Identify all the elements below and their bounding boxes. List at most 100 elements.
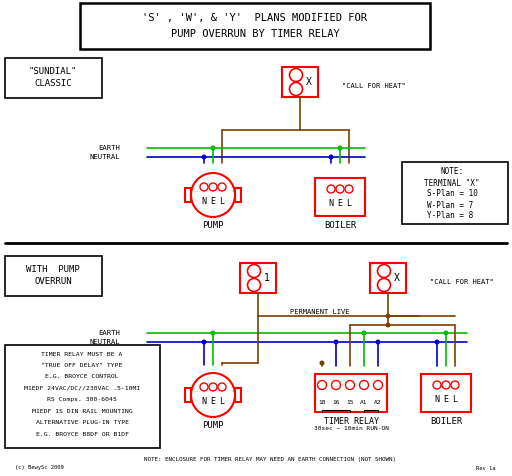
Circle shape [386, 314, 391, 318]
Text: L: L [220, 397, 224, 407]
Circle shape [333, 339, 338, 345]
Text: S-Plan = 10: S-Plan = 10 [426, 189, 477, 198]
Circle shape [345, 185, 353, 193]
Text: X: X [394, 273, 400, 283]
Circle shape [435, 339, 439, 345]
Circle shape [289, 82, 303, 96]
Text: 30sec ~ 10min RUN-ON: 30sec ~ 10min RUN-ON [313, 426, 389, 432]
Text: E.G. BROYCE CONTROL: E.G. BROYCE CONTROL [45, 375, 119, 379]
Circle shape [317, 380, 327, 389]
Text: N: N [435, 396, 439, 405]
Text: Rev 1a: Rev 1a [476, 466, 495, 470]
Text: X: X [306, 77, 312, 87]
Text: BOILER: BOILER [430, 416, 462, 426]
Text: NEUTRAL: NEUTRAL [90, 154, 120, 160]
Bar [235, 388, 241, 402]
Text: "CALL FOR HEAT": "CALL FOR HEAT" [430, 279, 494, 285]
Bar [235, 188, 241, 202]
Text: N: N [202, 397, 206, 407]
Text: NEUTRAL: NEUTRAL [90, 339, 120, 345]
Circle shape [191, 173, 235, 217]
Circle shape [289, 69, 303, 81]
Text: Y-Plan = 8: Y-Plan = 8 [426, 211, 477, 220]
Circle shape [327, 185, 335, 193]
Circle shape [336, 185, 344, 193]
Circle shape [337, 146, 343, 150]
Bar [185, 188, 191, 202]
Text: WITH  PUMP: WITH PUMP [26, 265, 80, 274]
Circle shape [361, 330, 367, 336]
Text: W-Plan = 7: W-Plan = 7 [426, 200, 477, 209]
Text: M1EDF 24VAC/DC//230VAC .5-10MI: M1EDF 24VAC/DC//230VAC .5-10MI [24, 386, 140, 391]
Text: A1: A1 [360, 399, 368, 405]
Circle shape [247, 265, 261, 278]
Text: PUMP: PUMP [202, 221, 224, 230]
Text: "CALL FOR HEAT": "CALL FOR HEAT" [342, 83, 406, 89]
Text: BOILER: BOILER [324, 220, 356, 229]
Text: TIMER RELAY MUST BE A: TIMER RELAY MUST BE A [41, 351, 123, 357]
Text: 'S' , 'W', & 'Y'  PLANS MODIFIED FOR: 'S' , 'W', & 'Y' PLANS MODIFIED FOR [142, 13, 368, 23]
Text: E: E [337, 199, 343, 208]
Text: M1EDF IS DIN RAIL MOUNTING: M1EDF IS DIN RAIL MOUNTING [32, 409, 133, 414]
Text: E: E [210, 397, 216, 407]
Text: EARTH: EARTH [98, 145, 120, 151]
Circle shape [200, 183, 208, 191]
Text: L: L [220, 198, 224, 207]
Bar [5, 58, 102, 98]
Circle shape [319, 360, 325, 366]
Circle shape [202, 339, 206, 345]
Circle shape [375, 339, 380, 345]
Circle shape [191, 373, 235, 417]
Text: NOTE: ENCLOSURE FOR TIMER RELAY MAY NEED AN EARTH CONNECTION (NOT SHOWN): NOTE: ENCLOSURE FOR TIMER RELAY MAY NEED… [144, 457, 396, 463]
Text: TIMER RELAY: TIMER RELAY [324, 416, 378, 426]
Text: E: E [210, 198, 216, 207]
Bar [402, 162, 508, 224]
Text: "SUNDIAL": "SUNDIAL" [29, 67, 77, 76]
Text: "TRUE OFF DELAY" TYPE: "TRUE OFF DELAY" TYPE [41, 363, 123, 368]
Bar [185, 388, 191, 402]
Text: 18: 18 [318, 399, 326, 405]
Text: RS Comps. 300-6045: RS Comps. 300-6045 [47, 397, 117, 403]
Text: CLASSIC: CLASSIC [34, 79, 72, 88]
Circle shape [377, 265, 391, 278]
Text: N: N [329, 199, 333, 208]
Text: ALTERNATIVE PLUG-IN TYPE: ALTERNATIVE PLUG-IN TYPE [35, 420, 129, 426]
Bar [282, 67, 318, 97]
Bar [370, 263, 406, 293]
Circle shape [373, 380, 382, 389]
Text: L: L [453, 396, 458, 405]
Bar [5, 256, 102, 296]
Circle shape [329, 155, 333, 159]
Bar [315, 374, 387, 412]
Circle shape [200, 383, 208, 391]
Circle shape [218, 383, 226, 391]
Text: E: E [443, 396, 449, 405]
Text: A2: A2 [374, 399, 382, 405]
Circle shape [386, 323, 391, 327]
Text: 15: 15 [346, 399, 354, 405]
Text: E.G. BROYCE B8DF OR B1DF: E.G. BROYCE B8DF OR B1DF [35, 432, 129, 437]
Circle shape [359, 380, 369, 389]
Bar [5, 345, 160, 448]
Circle shape [433, 381, 441, 389]
Circle shape [377, 278, 391, 291]
Bar [240, 263, 276, 293]
Circle shape [210, 146, 216, 150]
Circle shape [346, 380, 354, 389]
Text: 16: 16 [332, 399, 340, 405]
Text: NOTE:: NOTE: [440, 168, 463, 177]
Text: OVERRUN: OVERRUN [34, 277, 72, 286]
Circle shape [209, 183, 217, 191]
Circle shape [442, 381, 450, 389]
Circle shape [218, 183, 226, 191]
Text: EARTH: EARTH [98, 330, 120, 336]
Circle shape [209, 383, 217, 391]
Text: L: L [347, 199, 352, 208]
Text: PUMP: PUMP [202, 422, 224, 430]
Text: N: N [202, 198, 206, 207]
Circle shape [451, 381, 459, 389]
Circle shape [247, 278, 261, 291]
Text: (c) BewySc 2009: (c) BewySc 2009 [15, 466, 64, 470]
Bar [315, 178, 365, 216]
Bar [421, 374, 471, 412]
